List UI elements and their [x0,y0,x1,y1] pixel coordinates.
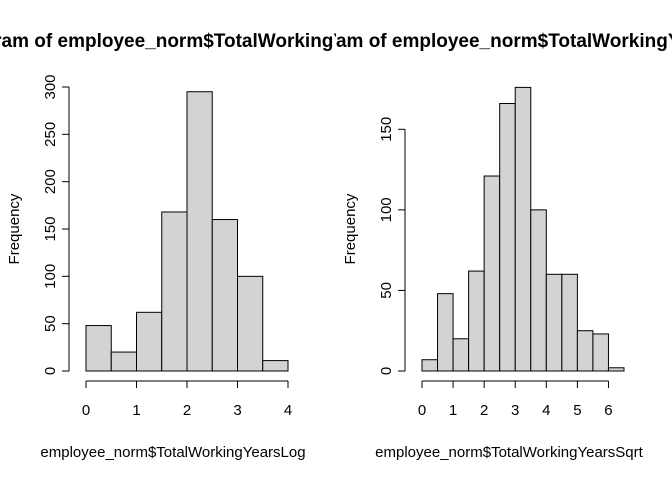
histogram-bar [452,338,470,372]
histogram-bar [530,209,547,372]
x-tick-label: 1 [449,402,457,419]
y-tick-label: 0 [378,367,395,375]
histogram-bar [437,293,454,372]
histogram-bar [607,367,625,372]
x-tick-label: 5 [573,402,581,419]
y-tick-label: 200 [42,169,59,194]
x-tick-label: 6 [604,402,612,419]
x-tick-label: 1 [132,402,140,419]
histogram-bar [576,330,594,372]
chart-title: Histogram of employee_norm$TotalWorkingY… [269,31,672,52]
title-group: Histogram of employee_norm$TotalWorkingY… [269,31,672,52]
x-axis-label: employee_norm$TotalWorkingYearsLog [40,444,305,461]
y-axis-label: Frequency [342,193,359,264]
y-tick-label: 0 [42,367,59,375]
histogram-bar [499,103,516,372]
histogram-bar [136,311,163,372]
histogram-bar [468,270,485,372]
x-tick-label: 2 [183,402,191,419]
x-tick-label: 4 [284,402,292,419]
title-group: Histogram of employee_norm$TotalWorkingY… [0,31,419,52]
histogram-bar [421,359,439,372]
histogram-bar [186,91,213,372]
histogram-bar [545,273,563,372]
x-tick-label: 0 [82,402,90,419]
x-tick-label: 0 [418,402,426,419]
chart-title: Histogram of employee_norm$TotalWorkingY… [0,31,419,52]
y-tick-label: 150 [42,216,59,241]
histogram-bar [110,351,137,372]
histogram-bar [262,360,289,372]
y-tick-label: 250 [42,122,59,147]
histogram-bar [483,175,501,372]
histogram-bar [211,219,238,372]
histogram-bar [592,333,609,372]
histogram-bar [85,325,112,372]
x-axis-label: employee_norm$TotalWorkingYearsSqrt [375,444,643,461]
x-tick-label: 3 [511,402,519,419]
x-tick-label: 4 [542,402,550,419]
y-tick-label: 300 [42,74,59,99]
x-tick-label: 2 [480,402,488,419]
histogram-panel-log: Histogram of employee_norm$TotalWorkingY… [0,31,419,461]
y-tick-label: 100 [378,197,395,222]
y-tick-label: 150 [378,117,395,142]
histogram-panel-sqrt: Histogram of employee_norm$TotalWorkingY… [269,31,672,461]
histogram-bar [514,86,532,372]
y-tick-label: 50 [378,282,395,299]
histogram-bar [561,273,578,372]
x-tick-label: 3 [233,402,241,419]
histogram-bar [237,275,264,372]
histogram-bar [161,211,188,372]
y-tick-label: 100 [42,264,59,289]
y-axis-label: Frequency [6,193,23,264]
y-tick-label: 50 [42,315,59,332]
